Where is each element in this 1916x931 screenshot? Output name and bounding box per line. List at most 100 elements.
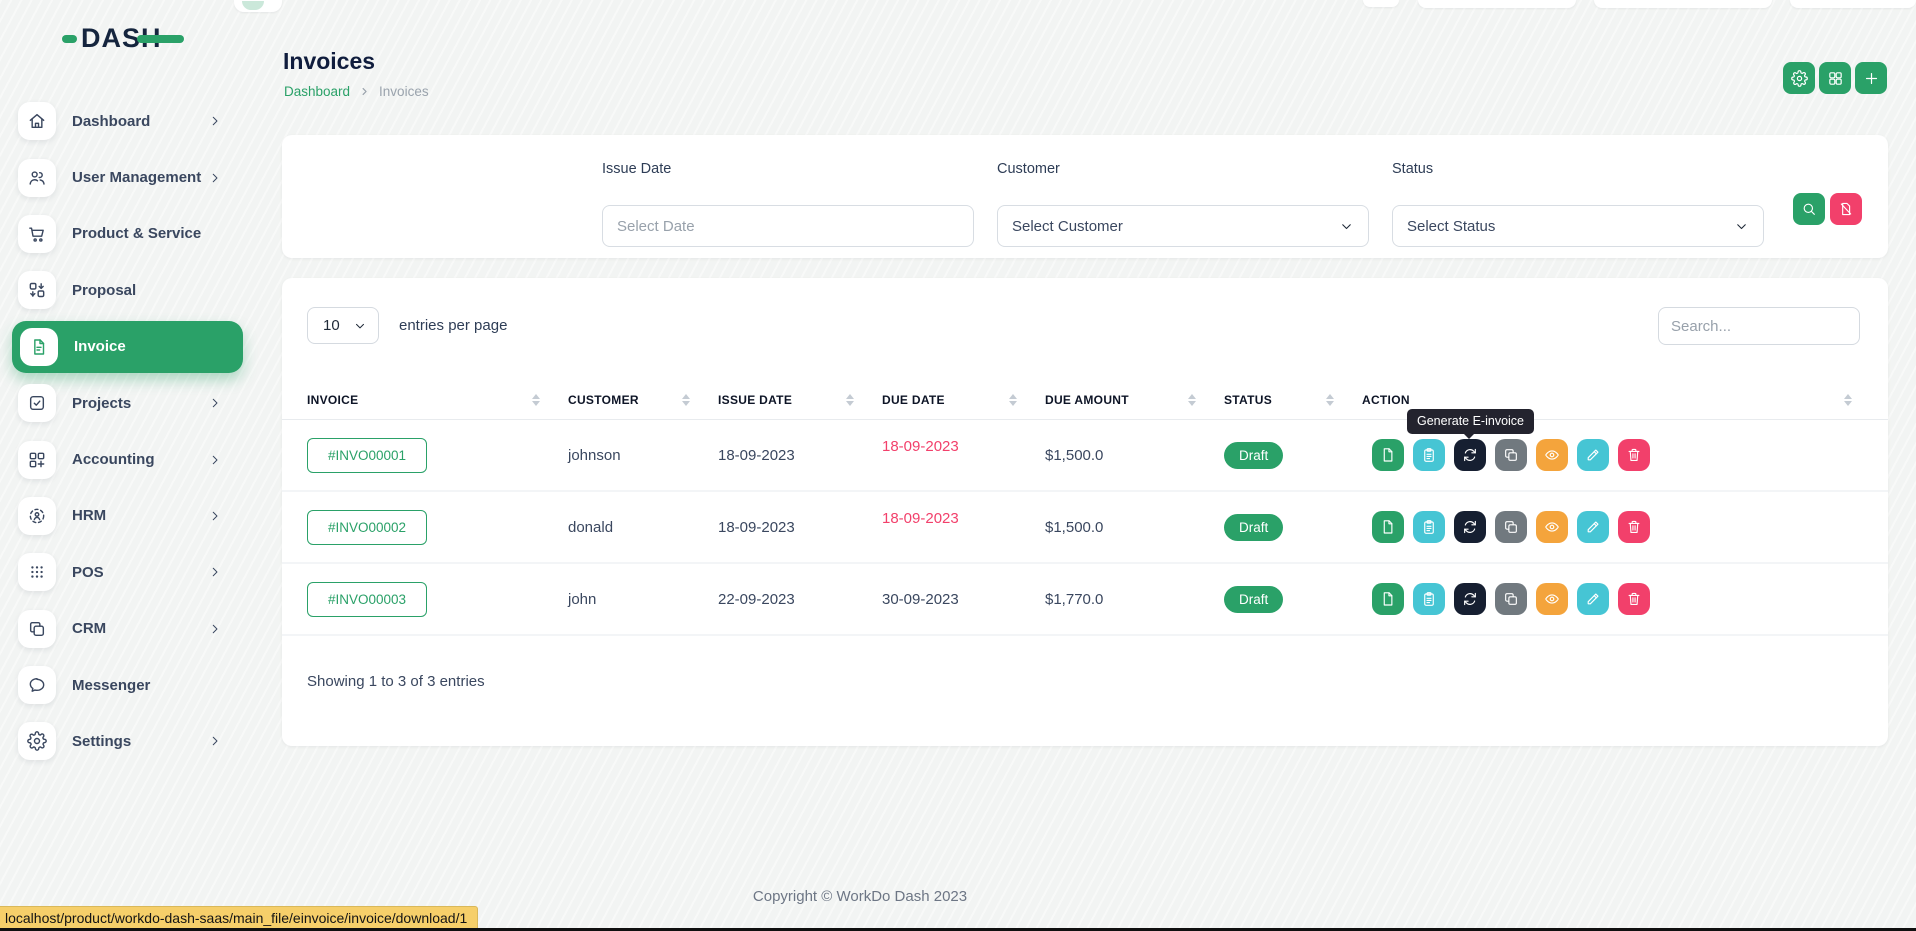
due-date-value: 18-09-2023 xyxy=(882,509,959,527)
apply-filter-button[interactable] xyxy=(1793,193,1825,225)
sidebar-item-label: Messenger xyxy=(72,676,151,694)
chevron-down-icon xyxy=(1734,219,1749,234)
download-invoice-button[interactable] xyxy=(1372,439,1404,471)
copy-invoice-link-button[interactable] xyxy=(1495,439,1527,471)
generate-einvoice-button[interactable] xyxy=(1454,583,1486,615)
breadcrumb-dashboard-link[interactable]: Dashboard xyxy=(284,84,351,99)
table-row: #INVO00003 john 22-09-2023 30-09-2023 $1,770… xyxy=(282,564,1888,636)
table-search-input[interactable] xyxy=(1658,307,1860,345)
sidebar-item-crm[interactable]: CRM xyxy=(0,601,260,657)
sync-icon xyxy=(1462,519,1478,535)
sort-icon[interactable] xyxy=(1188,393,1196,406)
column-header-issue-date[interactable]: ISSUE DATE xyxy=(718,393,882,407)
sort-icon[interactable] xyxy=(1009,393,1017,406)
sidebar-item-hrm[interactable]: HRM xyxy=(0,488,260,544)
reset-filter-button[interactable] xyxy=(1830,193,1862,225)
status-select-value: Select Status xyxy=(1407,217,1496,235)
generate-einvoice-button[interactable] xyxy=(1454,439,1486,471)
sidebar-item-label: HRM xyxy=(72,507,107,525)
column-header-action[interactable]: ACTION xyxy=(1362,393,1860,407)
download-invoice-button[interactable] xyxy=(1372,511,1404,543)
invoice-icon xyxy=(20,327,58,366)
proposal-icon xyxy=(18,271,56,310)
sidebar-item-label: POS xyxy=(72,563,104,581)
sidebar-item-proposal[interactable]: Proposal xyxy=(0,262,260,318)
copy-invoice-link-button[interactable] xyxy=(1495,511,1527,543)
status-select[interactable]: Select Status xyxy=(1392,205,1764,247)
issue-date-input[interactable] xyxy=(602,205,974,247)
create-invoice-button[interactable] xyxy=(1855,62,1887,94)
chevron-right-icon xyxy=(208,396,222,410)
sidebar-item-projects[interactable]: Projects xyxy=(0,375,260,431)
view-invoice-button[interactable] xyxy=(1536,439,1568,471)
column-label: DUE DATE xyxy=(882,392,945,407)
settings-button[interactable] xyxy=(1783,62,1815,94)
due-amount-cell: $1,770.0 xyxy=(1045,590,1104,608)
home-icon xyxy=(18,102,56,141)
delete-invoice-button[interactable] xyxy=(1618,511,1650,543)
column-header-due-amount[interactable]: DUE AMOUNT xyxy=(1045,393,1224,407)
sidebar-item-product-service[interactable]: Product & Service xyxy=(0,206,260,262)
brand-logo[interactable]: DASH xyxy=(62,22,192,54)
settings-icon xyxy=(18,722,56,761)
entries-per-page-select[interactable]: 10 xyxy=(307,307,379,344)
sidebar-item-invoice[interactable]: Invoice xyxy=(12,320,243,373)
sidebar-item-messenger[interactable]: Messenger xyxy=(0,657,260,713)
sidebar-item-label: User Management xyxy=(72,169,202,187)
row-actions xyxy=(1362,511,1860,543)
eye-icon xyxy=(1544,591,1560,607)
column-header-invoice[interactable]: INVOICE xyxy=(307,393,568,407)
delete-invoice-button[interactable] xyxy=(1618,439,1650,471)
sidebar-item-accounting[interactable]: Accounting xyxy=(0,431,260,487)
table-summary: Showing 1 to 3 of 3 entries xyxy=(307,673,485,690)
sort-icon[interactable] xyxy=(682,393,690,406)
sort-icon[interactable] xyxy=(846,393,854,406)
view-invoice-button[interactable] xyxy=(1536,583,1568,615)
sidebar-item-dashboard[interactable]: Dashboard xyxy=(0,93,260,149)
sidebar-item-settings[interactable]: Settings xyxy=(0,713,260,769)
duplicate-invoice-button[interactable] xyxy=(1413,583,1445,615)
eye-icon xyxy=(1544,519,1560,535)
duplicate-invoice-button[interactable] xyxy=(1413,439,1445,471)
view-invoice-button[interactable] xyxy=(1536,511,1568,543)
grid-view-button[interactable] xyxy=(1819,62,1851,94)
edit-invoice-button[interactable] xyxy=(1577,583,1609,615)
chevron-right-icon xyxy=(208,509,222,523)
edit-invoice-button[interactable] xyxy=(1577,439,1609,471)
generate-einvoice-button[interactable] xyxy=(1454,511,1486,543)
topbar-cutoff-3 xyxy=(1594,0,1772,8)
customer-cell: john xyxy=(568,590,597,608)
sort-icon[interactable] xyxy=(532,393,540,406)
column-label: ACTION xyxy=(1362,392,1410,407)
status-badge: Draft xyxy=(1224,513,1284,541)
customer-select[interactable]: Select Customer xyxy=(997,205,1369,247)
sidebar-item-pos[interactable]: POS xyxy=(0,544,260,600)
chevron-right-icon xyxy=(208,565,222,579)
topbar-cutoff-2 xyxy=(1418,0,1576,8)
entries-per-page-label: entries per page xyxy=(399,317,508,334)
sidebar-item-user-management[interactable]: User Management xyxy=(0,149,260,205)
column-header-status[interactable]: STATUS xyxy=(1224,393,1362,407)
sort-icon[interactable] xyxy=(1326,393,1334,406)
sidebar-item-label: Accounting xyxy=(72,451,155,469)
pencil-icon xyxy=(1585,519,1601,535)
invoice-number-badge[interactable]: #INVO00003 xyxy=(307,581,428,617)
invoice-number-badge[interactable]: #INVO00002 xyxy=(307,509,428,545)
chevron-right-icon xyxy=(208,453,222,467)
table-row: #INVO00001 johnson 18-09-2023 18-09-2023 $1,… xyxy=(282,420,1888,492)
plus-icon xyxy=(1863,70,1880,87)
download-invoice-button[interactable] xyxy=(1372,583,1404,615)
edit-invoice-button[interactable] xyxy=(1577,511,1609,543)
sidebar-item-label: CRM xyxy=(72,620,107,638)
browser-status-bar: localhost/product/workdo-dash-saas/main_… xyxy=(0,906,479,929)
invoice-number-badge[interactable]: #INVO00001 xyxy=(307,437,428,473)
messenger-icon xyxy=(18,666,56,705)
chevron-right-icon xyxy=(208,622,222,636)
delete-invoice-button[interactable] xyxy=(1618,583,1650,615)
column-header-customer[interactable]: CUSTOMER xyxy=(568,393,718,407)
copy-invoice-link-button[interactable] xyxy=(1495,583,1527,615)
column-header-due-date[interactable]: DUE DATE xyxy=(882,393,1045,407)
sort-icon[interactable] xyxy=(1844,393,1852,406)
duplicate-invoice-button[interactable] xyxy=(1413,511,1445,543)
